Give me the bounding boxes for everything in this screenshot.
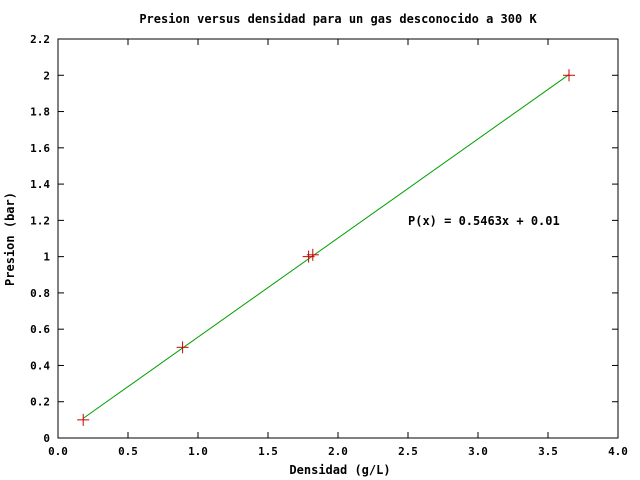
y-axis-label: Presion (bar) [3,192,17,286]
x-tick-label: 4.0 [608,445,628,458]
chart-title: Presion versus densidad para un gas desc… [139,12,537,26]
x-tick-label: 2.0 [328,445,348,458]
data-point [77,413,90,426]
y-tick-label: 1.6 [30,142,50,155]
x-tick-label: 0.0 [48,445,68,458]
y-tick-label: 0 [43,432,50,445]
y-tick-label: 0.4 [30,359,50,372]
data-point [176,341,189,354]
x-tick-label: 2.5 [398,445,418,458]
fit-line [82,74,570,419]
x-tick-label: 0.5 [118,445,138,458]
plot-frame [57,38,619,439]
x-tick-label: 1.0 [188,445,208,458]
x-axis-label: Densidad (g/L) [289,463,390,477]
data-points [77,69,575,426]
y-tick-label: 1.8 [30,106,50,119]
x-axis-ticks: 0.0 0.5 1.0 1.5 2.0 2.5 3.0 3.5 4.0 [48,39,628,458]
fit-equation-annotation: P(x) = 0.5463x + 0.01 [408,214,560,228]
y-tick-label: 0.6 [30,323,50,336]
y-tick-label: 2 [43,69,50,82]
y-tick-label: 0.8 [30,287,50,300]
y-tick-label: 2.2 [30,33,50,46]
y-tick-label: 1.2 [30,214,50,227]
data-point [306,248,319,261]
data-point [563,69,575,82]
y-tick-label: 1 [43,251,50,264]
x-tick-label: 1.5 [258,445,278,458]
x-tick-label: 3.5 [538,445,558,458]
y-tick-label: 1.4 [30,178,50,191]
y-tick-label: 0.2 [30,396,50,409]
y-axis-ticks: 0 0.2 0.4 0.6 0.8 1 1.2 1.4 1.6 1.8 2 2.2 [30,33,618,445]
x-tick-label: 3.0 [468,445,488,458]
